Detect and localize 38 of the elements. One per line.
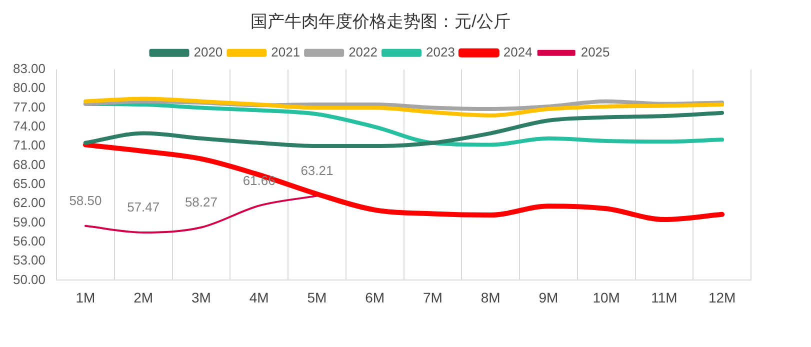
data-label: 58.50 xyxy=(69,192,102,208)
data-label: 63.21 xyxy=(300,162,334,178)
data-label: 57.47 xyxy=(127,200,160,215)
x-tick-label: 7M xyxy=(422,289,442,306)
chart-title: 国产牛肉年度价格走势图：元/公斤 xyxy=(250,12,510,31)
line-series xyxy=(83,96,724,118)
legend-label: 2025 xyxy=(580,44,610,60)
legend-label: 2022 xyxy=(348,44,378,60)
legend-label: 2024 xyxy=(503,44,532,60)
legend-label: 2020 xyxy=(194,44,223,60)
x-tick-label: 4M xyxy=(249,289,269,306)
x-tick-label: 6M xyxy=(365,289,385,306)
y-tick-label: 56.00 xyxy=(12,233,46,248)
x-tick-label: 3M xyxy=(191,289,211,306)
x-tick-label: 9M xyxy=(538,289,558,306)
y-tick-label: 62.00 xyxy=(12,195,46,210)
line-series xyxy=(83,110,724,148)
x-tick-label: 5M xyxy=(307,289,327,306)
legend-label: 2021 xyxy=(271,44,300,60)
data-label: 58.27 xyxy=(184,194,218,210)
x-tick-label: 11M xyxy=(651,289,678,306)
y-tick-label: 65.00 xyxy=(12,176,46,191)
legend-label: 2023 xyxy=(426,44,455,60)
y-tick-label: 83.00 xyxy=(12,60,46,76)
x-tick-label: 8M xyxy=(480,289,500,306)
y-tick-label: 53.00 xyxy=(12,252,46,268)
x-tick-label: 1M xyxy=(76,289,96,306)
y-tick-label: 71.00 xyxy=(12,138,46,153)
data-label: 61.66 xyxy=(242,172,276,188)
y-tick-label: 77.00 xyxy=(12,99,46,114)
y-tick-label: 80.00 xyxy=(12,80,46,96)
x-tick-label: 2M xyxy=(134,289,154,306)
y-tick-label: 74.00 xyxy=(12,118,46,134)
x-tick-label: 10M xyxy=(592,289,620,306)
y-tick-label: 50.00 xyxy=(12,272,46,287)
y-tick-label: 68.00 xyxy=(12,156,46,172)
y-tick-label: 59.00 xyxy=(12,214,46,230)
x-tick-label: 12M xyxy=(708,289,736,306)
